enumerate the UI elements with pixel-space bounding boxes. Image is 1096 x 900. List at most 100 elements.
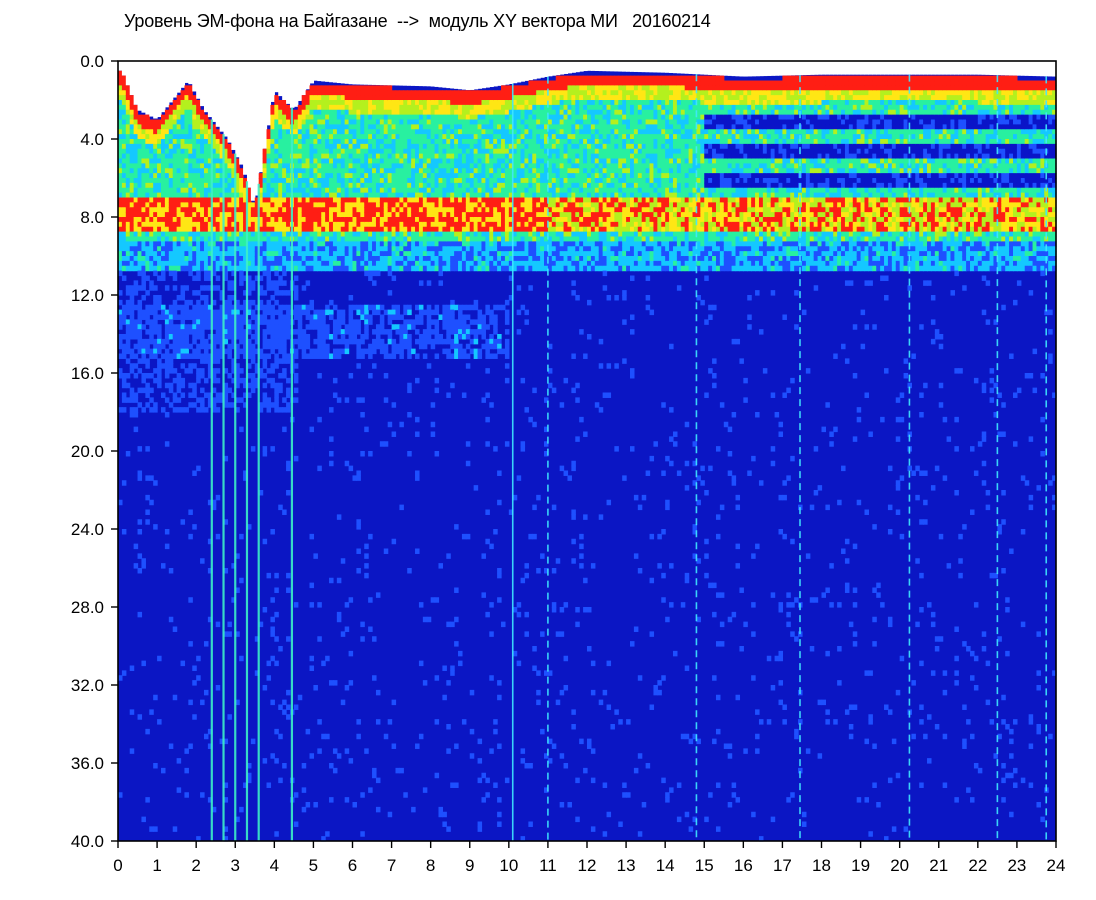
heatmap-cell — [465, 265, 471, 272]
heatmap-cell — [133, 397, 139, 403]
heatmap-cell — [473, 197, 479, 203]
heatmap-cell — [223, 197, 229, 203]
heatmap-cell — [129, 314, 135, 320]
heatmap-cell — [121, 348, 127, 355]
heatmap-cell — [348, 319, 354, 325]
heatmap-cell — [493, 446, 498, 452]
heatmap-cell — [364, 148, 369, 155]
heatmap-cell — [282, 699, 287, 706]
heatmap-cell — [360, 231, 365, 238]
heatmap-cell — [133, 231, 139, 238]
heatmap-cell — [262, 202, 268, 208]
heatmap-cell — [481, 226, 486, 233]
heatmap-cell — [121, 143, 127, 150]
heatmap-cell — [227, 192, 232, 199]
heatmap-cell — [336, 353, 342, 359]
heatmap-cell — [477, 265, 483, 272]
heatmap-cell — [344, 100, 350, 106]
heatmap-cell — [434, 119, 440, 125]
heatmap-cell — [313, 212, 318, 218]
heatmap-cell — [137, 304, 143, 311]
heatmap-cell — [340, 197, 346, 203]
heatmap-cell — [305, 90, 311, 96]
heatmap-cell — [145, 173, 150, 179]
heatmap-cell — [379, 139, 385, 145]
heatmap-cell — [379, 319, 385, 325]
heatmap-cell — [200, 231, 205, 238]
heatmap-cell — [227, 148, 232, 155]
heatmap-cell — [254, 338, 260, 345]
heatmap-cell — [356, 192, 361, 199]
heatmap-cell — [356, 129, 361, 135]
heatmap-cell — [211, 397, 217, 403]
heatmap-cell — [395, 134, 400, 140]
heatmap-cell — [157, 241, 162, 247]
heatmap-cell — [282, 139, 287, 145]
heatmap-cell — [203, 153, 209, 160]
heatmap-cell — [274, 143, 279, 150]
heatmap-cell — [403, 309, 408, 316]
heatmap-cell — [485, 100, 490, 106]
heatmap-cell — [372, 309, 377, 316]
heatmap-cell — [223, 568, 229, 574]
heatmap-cell — [403, 338, 408, 345]
heatmap-cell — [196, 299, 201, 306]
heatmap-cell — [219, 260, 225, 267]
heatmap-cell — [200, 792, 205, 798]
heatmap-cell — [118, 236, 123, 242]
heatmap-cell — [297, 129, 303, 135]
heatmap-cell — [129, 412, 135, 418]
heatmap-cell — [411, 207, 416, 213]
heatmap-cell — [243, 217, 248, 223]
heatmap-cell — [364, 329, 369, 335]
heatmap-cell — [336, 514, 342, 520]
heatmap-cell — [368, 182, 373, 189]
heatmap-cell — [454, 143, 459, 150]
heatmap-cell — [446, 236, 451, 242]
heatmap-cell — [301, 202, 307, 208]
heatmap-cell — [196, 134, 201, 140]
heatmap-cell — [125, 343, 131, 350]
heatmap-cell — [332, 114, 338, 121]
heatmap-cell — [340, 329, 346, 335]
heatmap-cell — [415, 221, 420, 228]
heatmap-cell — [192, 217, 197, 223]
heatmap-cell — [207, 324, 213, 330]
heatmap-cell — [239, 368, 244, 374]
heatmap-cell — [149, 280, 154, 286]
heatmap-cell — [243, 338, 248, 345]
heatmap-cell — [348, 680, 354, 686]
heatmap-cell — [282, 143, 287, 150]
heatmap-cell — [184, 178, 189, 184]
heatmap-cell — [336, 221, 342, 228]
heatmap-cell — [137, 173, 143, 179]
heatmap-cell — [321, 163, 326, 169]
heatmap-cell — [297, 314, 303, 320]
heatmap-cell — [246, 348, 252, 355]
heatmap-cell — [321, 61, 326, 82]
heatmap-cell — [325, 148, 330, 155]
heatmap-cell — [133, 412, 139, 418]
heatmap-cell — [149, 338, 154, 345]
heatmap-cell — [469, 217, 475, 223]
heatmap-cell — [430, 236, 436, 242]
heatmap-cell — [477, 251, 483, 257]
heatmap-cell — [282, 368, 287, 374]
heatmap-cell — [227, 309, 232, 316]
heatmap-cell — [309, 324, 315, 330]
heatmap-cell — [454, 246, 459, 252]
heatmap-cell — [415, 187, 420, 194]
heatmap-cell — [293, 109, 299, 116]
heatmap-cell — [121, 90, 127, 96]
heatmap-cell — [356, 733, 361, 740]
heatmap-cell — [129, 139, 135, 145]
heatmap-cell — [301, 329, 307, 335]
heatmap-cell — [383, 348, 389, 355]
heatmap-cell — [157, 338, 162, 345]
heatmap-cell — [403, 192, 408, 199]
heatmap-cell — [321, 221, 326, 228]
heatmap-cell — [200, 368, 205, 374]
heatmap-cell — [348, 251, 354, 257]
heatmap-cell — [321, 197, 326, 203]
heatmap-cell — [192, 192, 197, 199]
